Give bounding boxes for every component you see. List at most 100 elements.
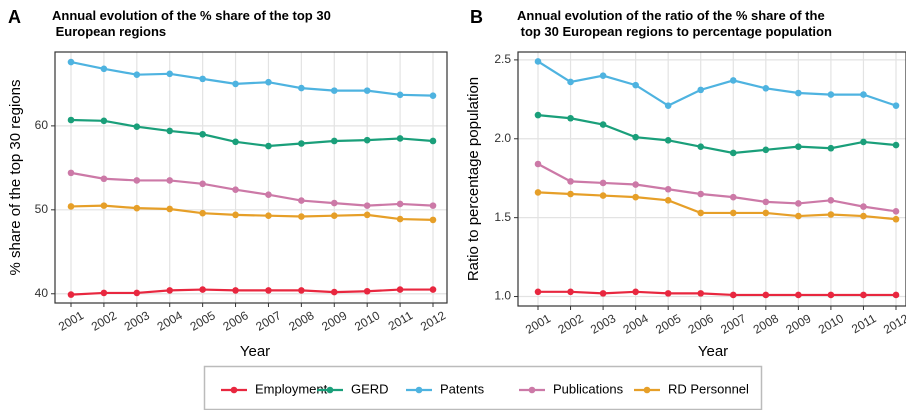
y-tick-label: 40: [35, 286, 49, 300]
data-point: [429, 286, 437, 293]
data-point: [697, 190, 705, 198]
data-point: [363, 136, 371, 144]
data-point: [697, 86, 705, 94]
data-point: [298, 287, 305, 294]
data-point: [199, 130, 206, 138]
x-tick-label: 2002: [89, 308, 119, 334]
data-point: [199, 209, 206, 217]
x-tick-label: 2004: [155, 308, 185, 334]
data-point: [632, 81, 639, 89]
series-line: [70, 171, 434, 207]
data-point: [166, 127, 174, 135]
chart-title: Annual evolution of the ratio of the % s…: [517, 8, 832, 39]
data-point: [232, 138, 239, 146]
data-point: [534, 160, 542, 168]
series-line: [70, 60, 434, 97]
data-point: [396, 215, 404, 223]
plot-background: [55, 52, 447, 303]
data-point: [762, 84, 770, 92]
data-point: [534, 189, 542, 196]
y-tick-label: 2.0: [494, 131, 511, 145]
data-point: [860, 203, 867, 210]
data-point: [265, 212, 272, 219]
x-tick-label: 2007: [718, 311, 748, 337]
data-point: [133, 204, 141, 212]
data-point: [762, 146, 770, 154]
data-point: [827, 91, 835, 98]
data-point: [892, 141, 900, 149]
data-point: [729, 291, 737, 299]
series-line: [537, 114, 897, 155]
series-line: [70, 288, 433, 296]
x-tick-label: 2012: [418, 308, 448, 334]
data-point: [265, 142, 272, 150]
data-point: [697, 209, 705, 217]
x-tick-label: 2011: [386, 308, 416, 333]
data-point: [567, 78, 574, 86]
data-point: [67, 58, 75, 66]
data-point: [363, 287, 371, 295]
data-point: [697, 143, 705, 150]
data-point: [396, 286, 404, 293]
data-point: [429, 202, 437, 209]
y-tick-label: 2.5: [494, 52, 511, 66]
plot-border: [517, 51, 906, 307]
data-point: [827, 211, 835, 218]
data-point: [827, 144, 835, 152]
data-point: [892, 102, 900, 109]
data-point: [534, 111, 542, 119]
x-tick-label: 2009: [783, 311, 813, 337]
legend-dot: [643, 386, 651, 394]
plot-border: [54, 51, 448, 304]
panel-tag: B: [470, 7, 483, 27]
data-point: [534, 288, 542, 296]
data-point: [67, 203, 75, 210]
x-tick-label: 2005: [653, 311, 683, 337]
x-axis-title: Year: [698, 343, 728, 360]
data-point: [298, 213, 305, 220]
legend-label: Patents: [440, 381, 485, 396]
data-point: [632, 181, 639, 188]
y-tick-label: 1.0: [494, 289, 511, 303]
data-point: [729, 193, 737, 201]
data-point: [795, 143, 802, 150]
data-point: [892, 208, 900, 215]
data-point: [599, 192, 607, 199]
x-tick-label: 2012: [881, 311, 906, 337]
data-point: [133, 177, 141, 184]
data-point: [133, 71, 141, 78]
series-line: [70, 118, 434, 148]
data-point: [664, 185, 672, 193]
x-tick-label: 2009: [319, 308, 349, 334]
x-tick-label: 2001: [523, 311, 553, 337]
x-axis-title: Year: [240, 343, 270, 360]
x-tick-label: 2001: [56, 308, 86, 334]
x-tick-label: 2005: [188, 308, 218, 334]
data-point: [892, 215, 900, 223]
data-point: [429, 216, 437, 224]
data-point: [363, 202, 371, 209]
data-point: [664, 137, 672, 144]
data-point: [199, 180, 206, 188]
data-point: [133, 289, 141, 297]
data-point: [363, 211, 371, 219]
data-point: [396, 135, 404, 142]
data-point: [632, 193, 639, 201]
data-point: [330, 137, 338, 145]
x-tick-label: 2003: [588, 311, 618, 337]
data-point: [232, 287, 239, 294]
panel-tag: A: [8, 7, 21, 27]
data-point: [762, 209, 770, 217]
data-point: [567, 114, 574, 122]
series-line: [538, 290, 896, 297]
data-point: [599, 179, 607, 187]
data-point: [664, 102, 672, 109]
data-point: [429, 92, 437, 99]
data-point: [265, 191, 272, 199]
chart-title: Annual evolution of the % share of the t…: [52, 8, 331, 39]
data-point: [100, 202, 108, 209]
data-point: [599, 72, 607, 79]
data-point: [567, 190, 574, 198]
data-point: [199, 286, 206, 293]
data-point: [166, 287, 174, 294]
